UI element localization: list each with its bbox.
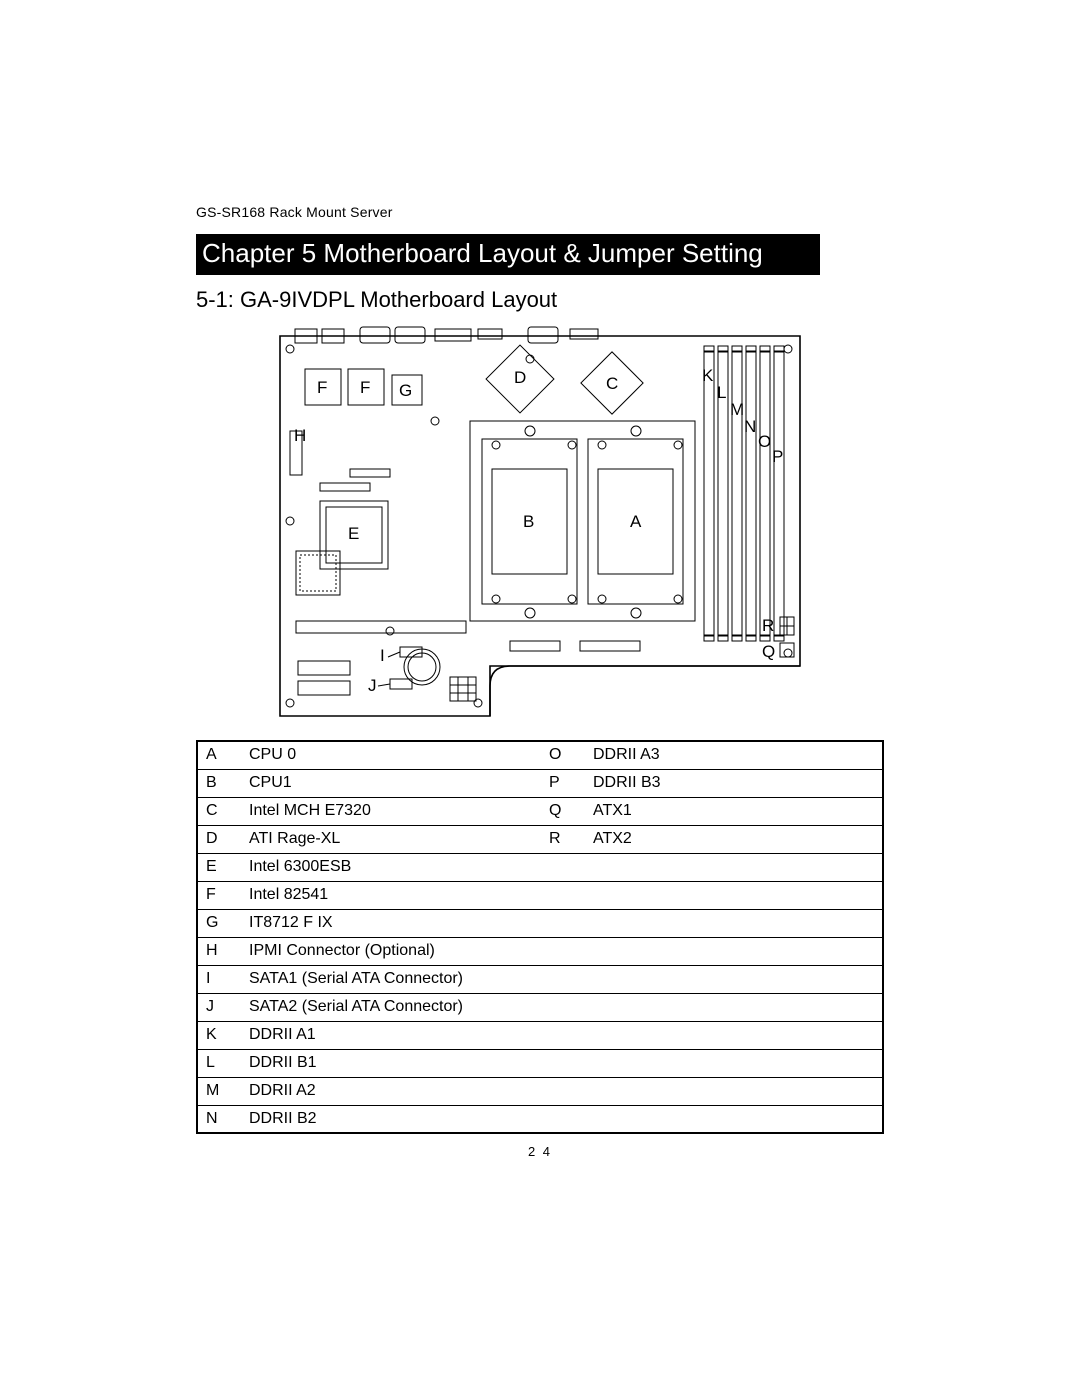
table-row: NDDRII B2 [197,1105,883,1133]
label-L: L [717,383,726,402]
legend-letter2 [541,909,585,937]
legend-desc2: DDRII A3 [585,741,883,769]
label-I: I [380,646,385,665]
legend-letter2 [541,853,585,881]
label-B: B [523,512,534,531]
legend-letter: H [197,937,241,965]
legend-desc: ATI Rage-XL [241,825,541,853]
legend-desc: DDRII B2 [241,1105,541,1133]
legend-desc: DDRII A2 [241,1077,541,1105]
legend-letter: N [197,1105,241,1133]
legend-desc: SATA2 (Serial ATA Connector) [241,993,541,1021]
legend-desc: CPU 0 [241,741,541,769]
motherboard-diagram: F F G D C H E [260,321,820,726]
legend-desc2 [585,909,883,937]
label-E: E [348,524,359,543]
table-row: GIT8712 F IX [197,909,883,937]
legend-desc2 [585,1105,883,1133]
legend-letter: J [197,993,241,1021]
legend-desc2: ATX2 [585,825,883,853]
label-Q: Q [762,642,775,661]
table-row: DATI Rage-XLRATX2 [197,825,883,853]
running-header: GS-SR168 Rack Mount Server [196,204,884,220]
label-G: G [399,381,412,400]
legend-desc2 [585,853,883,881]
label-H: H [294,426,306,445]
chapter-title-bar: Chapter 5 Motherboard Layout & Jumper Se… [196,234,820,275]
legend-letter2 [541,937,585,965]
legend-desc: Intel MCH E7320 [241,797,541,825]
legend-letter2 [541,993,585,1021]
legend-letter2 [541,1077,585,1105]
table-row: ISATA1 (Serial ATA Connector) [197,965,883,993]
legend-letter2 [541,1105,585,1133]
table-row: LDDRII B1 [197,1049,883,1077]
legend-desc: DDRII B1 [241,1049,541,1077]
legend-letter: L [197,1049,241,1077]
label-R: R [762,616,774,635]
section-title: 5-1: GA-9IVDPL Motherboard Layout [196,287,884,313]
legend-desc2 [585,1077,883,1105]
legend-desc: Intel 82541 [241,881,541,909]
label-D: D [514,368,526,387]
legend-letter: F [197,881,241,909]
label-O: O [758,432,771,451]
label-C: C [606,374,618,393]
legend-desc2 [585,1021,883,1049]
legend-desc2: DDRII B3 [585,769,883,797]
motherboard-svg: F F G D C H E [260,321,820,721]
table-row: FIntel 82541 [197,881,883,909]
page-number: 2 4 [196,1144,884,1159]
legend-letter2: R [541,825,585,853]
legend-letter2 [541,881,585,909]
table-row: BCPU1PDDRII B3 [197,769,883,797]
legend-letter2 [541,1049,585,1077]
legend-letter: I [197,965,241,993]
legend-letter: G [197,909,241,937]
legend-letter2 [541,965,585,993]
table-row: KDDRII A1 [197,1021,883,1049]
table-row: EIntel 6300ESB [197,853,883,881]
label-F2: F [360,378,370,397]
label-N: N [744,417,756,436]
legend-desc: CPU1 [241,769,541,797]
legend-letter2: P [541,769,585,797]
document-page: GS-SR168 Rack Mount Server Chapter 5 Mot… [0,0,1080,1397]
legend-letter: A [197,741,241,769]
label-F1: F [317,378,327,397]
legend-desc2 [585,881,883,909]
legend-desc2 [585,965,883,993]
legend-desc: IPMI Connector (Optional) [241,937,541,965]
table-row: JSATA2 (Serial ATA Connector) [197,993,883,1021]
table-row: HIPMI Connector (Optional) [197,937,883,965]
legend-desc2: ATX1 [585,797,883,825]
legend-desc: DDRII A1 [241,1021,541,1049]
legend-desc2 [585,993,883,1021]
table-row: ACPU 0ODDRII A3 [197,741,883,769]
table-row: MDDRII A2 [197,1077,883,1105]
legend-table: ACPU 0ODDRII A3BCPU1PDDRII B3CIntel MCH … [196,740,884,1134]
legend-desc2 [585,937,883,965]
legend-desc: IT8712 F IX [241,909,541,937]
legend-letter: K [197,1021,241,1049]
legend-letter: M [197,1077,241,1105]
legend-letter: C [197,797,241,825]
label-A: A [630,512,642,531]
legend-desc2 [585,1049,883,1077]
legend-letter: B [197,769,241,797]
label-M: M [730,400,744,419]
legend-letter2: Q [541,797,585,825]
legend-letter: D [197,825,241,853]
legend-letter2 [541,1021,585,1049]
legend-letter: E [197,853,241,881]
label-J: J [368,676,377,695]
label-K: K [702,366,714,385]
label-P: P [772,447,783,466]
table-row: CIntel MCH E7320QATX1 [197,797,883,825]
legend-desc: SATA1 (Serial ATA Connector) [241,965,541,993]
legend-letter2: O [541,741,585,769]
legend-desc: Intel 6300ESB [241,853,541,881]
